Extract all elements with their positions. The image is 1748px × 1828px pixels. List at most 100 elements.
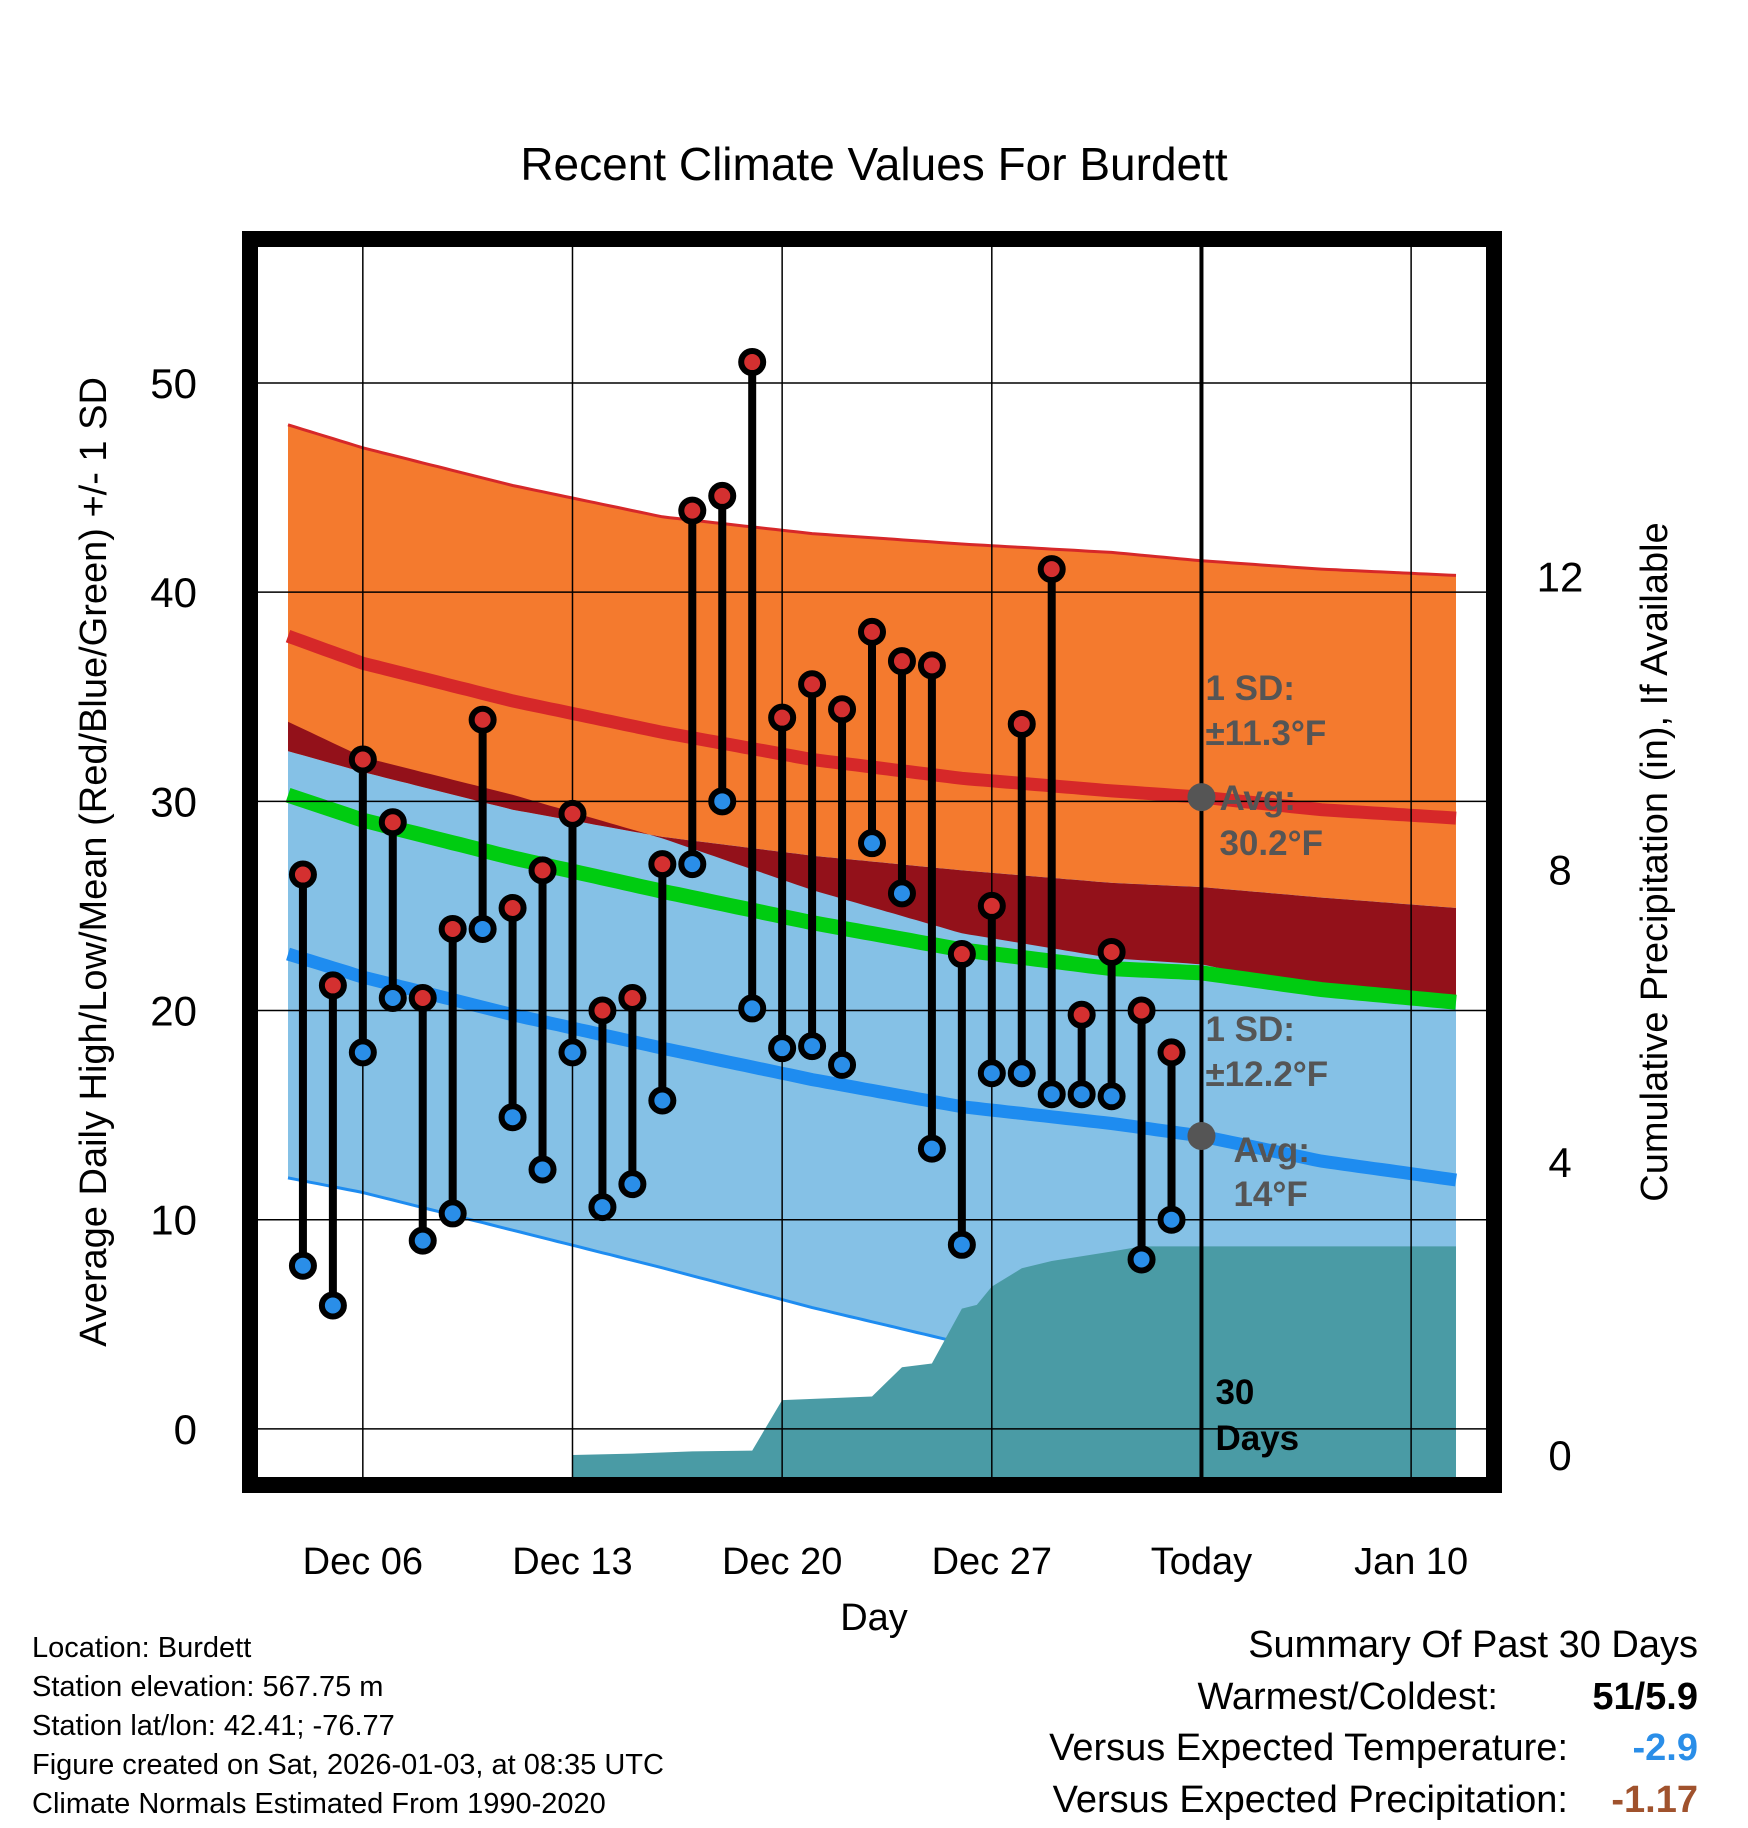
x-tick-label: Jan 10 [1354,1541,1468,1583]
obs-high-point [1037,555,1066,584]
x-tick-label: Dec 06 [303,1541,423,1583]
obs-high-point [708,481,737,510]
obs-low-point [1037,1080,1066,1109]
obs-low-point [318,1291,347,1320]
figure-created: Figure created on Sat, 2026-01-03, at 08… [32,1749,664,1781]
expected-temp-value: -2.9 [1633,1727,1698,1769]
y2-tick-label: 12 [1537,553,1584,600]
precip-cumulative-area [572,1246,1456,1477]
observations [288,348,1186,1320]
warmest-coldest-label: Warmest/Coldest: [1197,1676,1498,1718]
obs-low-point [348,1038,377,1067]
station-info: Location: Burdett Station elevation: 567… [32,1632,664,1820]
obs-low-point [378,983,407,1012]
obs-low-point [917,1134,946,1163]
obs-high-point [378,808,407,837]
x-tick-label: Dec 13 [512,1541,632,1583]
summary-panel: Summary Of Past 30 Days Warmest/Coldest:… [1049,1624,1698,1821]
obs-high-point [498,894,527,923]
annotation-line2: 14°F [1233,1175,1307,1214]
obs-low-point [558,1038,587,1067]
obs-low-point [887,879,916,908]
obs-high-point [528,856,557,885]
obs-high-point [648,850,677,879]
obs-high-point [468,705,497,734]
annotation-line1: 30 [1215,1373,1254,1412]
y2-tick-label: 4 [1548,1139,1571,1186]
obs-high-point [1097,937,1126,966]
obs-high-point [558,799,587,828]
obs-low-point [858,829,886,858]
obs-high-point [947,940,976,969]
y-tick-label: 10 [150,1197,197,1244]
plot-frame [242,231,1502,1493]
normals-period: Climate Normals Estimated From 1990-2020 [32,1788,606,1820]
obs-high-point [408,983,437,1012]
x-tick-label: Today [1151,1541,1252,1583]
obs-low-point [528,1155,557,1184]
expected-temp-label: Versus Expected Temperature: [1049,1727,1568,1769]
overlap-band [288,721,1456,1002]
annotation-line1: Avg: [1233,1131,1309,1170]
annotation-line1: 1 SD: [1205,1010,1294,1049]
expected-precip-value: -1.17 [1611,1779,1698,1821]
annotation-line2: 30.2°F [1219,824,1323,863]
obs-high-point [828,695,857,724]
high-sd-upper-line [287,423,1457,577]
y-tick-label: 30 [150,778,197,825]
station-latlon: Station lat/lon: 42.41; -76.77 [32,1710,395,1742]
obs-low-point [438,1199,467,1228]
avg-low-today-marker [1187,1122,1216,1151]
y-tick-label: 20 [150,988,197,1035]
obs-low-point [977,1059,1006,1088]
warmest-coldest-value: 51/5.9 [1592,1676,1698,1718]
obs-low-point [588,1193,617,1222]
obs-high-point [318,971,347,1000]
obs-high-point [438,914,467,943]
obs-low-point [768,1034,797,1063]
obs-high-point [768,703,797,732]
plot-area [258,247,1486,1477]
obs-high-point [348,745,377,774]
obs-high-point [288,860,317,889]
annotation-line2: ±11.3°F [1205,714,1326,753]
obs-low-point [288,1251,317,1280]
annotation-line1: 1 SD: [1205,669,1294,708]
annotation-line2: Days [1215,1419,1299,1458]
obs-low-point [648,1086,677,1115]
x-tick-label: Dec 27 [932,1541,1052,1583]
station-location: Location: Burdett [32,1632,251,1664]
obs-high-point [1127,996,1156,1025]
summary-heading: Summary Of Past 30 Days [1248,1624,1698,1666]
obs-high-point [977,891,1006,920]
y-tick-label: 50 [150,360,197,407]
obs-high-point [678,496,707,525]
x-tick-label: Dec 20 [722,1541,842,1583]
avg-low-line [286,947,1457,1187]
obs-high-point [858,617,886,646]
obs-high-point [618,983,647,1012]
obs-high-point [1067,1000,1096,1029]
obs-high-point [1157,1038,1186,1067]
obs-low-point [798,1032,827,1061]
obs-low-point [1097,1082,1126,1111]
x-axis-label: Day [840,1597,908,1639]
obs-low-point [498,1103,527,1132]
obs-low-point [828,1050,857,1079]
obs-low-point [468,914,497,943]
obs-high-point [738,348,767,377]
obs-high-point [588,996,617,1025]
obs-high-point [1007,709,1036,738]
y-axis-label: Average Daily High/Low/Mean (Red/Blue/Gr… [73,377,115,1347]
expected-precip-label: Versus Expected Precipitation: [1053,1779,1568,1821]
chart-title: Recent Climate Values For Burdett [520,138,1228,190]
axes: 0 10 20 30 40 50 0 4 8 12 Dec 06 Dec 13 Dec 20 Dec 27… [150,277,1584,1583]
obs-high-point [917,651,946,680]
station-elevation: Station elevation: 567.75 m [32,1671,383,1703]
y2-axis-label: Cumulative Precipitation (in), If Availa… [1634,522,1676,1201]
obs-low-point [408,1226,437,1255]
obs-low-point [678,850,707,879]
y-tick-label: 0 [174,1406,197,1453]
y-tick-label: 40 [150,569,197,616]
